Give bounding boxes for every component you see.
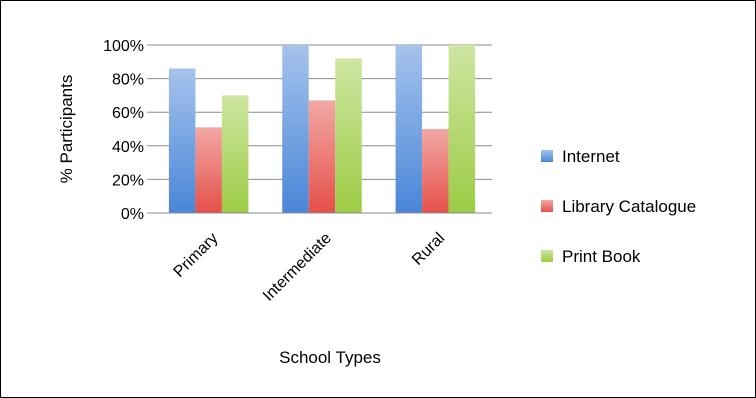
legend-label: Print Book <box>562 247 641 266</box>
y-tick-label: 60% <box>112 105 144 122</box>
y-tick-label: 40% <box>112 139 144 156</box>
x-axis-title: School Types <box>279 348 381 367</box>
x-tick-label: Primary <box>171 230 222 281</box>
bar-library-catalogue <box>308 100 336 213</box>
legend: Internet Library Catalogue Print Book <box>541 147 696 266</box>
bar-library-catalogue <box>422 129 449 213</box>
y-tick-label: 100% <box>103 38 144 55</box>
y-tick-label: 20% <box>112 172 144 189</box>
bar-internet <box>168 68 196 214</box>
x-tick-label: Intermediate <box>260 230 335 305</box>
legend-label: Internet <box>562 147 620 166</box>
bar-print-book <box>221 95 249 213</box>
legend-swatch <box>541 250 553 262</box>
bar-internet <box>282 45 309 213</box>
bar-print-book <box>448 45 476 213</box>
x-axis-ticks: Primary Intermediate Rural <box>171 230 449 305</box>
y-axis-title: % Participants <box>57 75 76 184</box>
y-axis-ticks: 0% 20% 40% 60% 80% 100% <box>103 38 144 223</box>
legend-swatch <box>541 200 553 212</box>
x-tick-label: Rural <box>409 230 448 269</box>
y-tick-label: 0% <box>121 206 144 223</box>
bar-internet <box>395 45 423 213</box>
bar-print-book <box>335 58 362 213</box>
legend-swatch <box>541 150 553 162</box>
bar-library-catalogue <box>195 127 222 213</box>
legend-label: Library Catalogue <box>562 197 696 216</box>
bars <box>168 45 476 214</box>
y-tick-label: 80% <box>112 72 144 89</box>
